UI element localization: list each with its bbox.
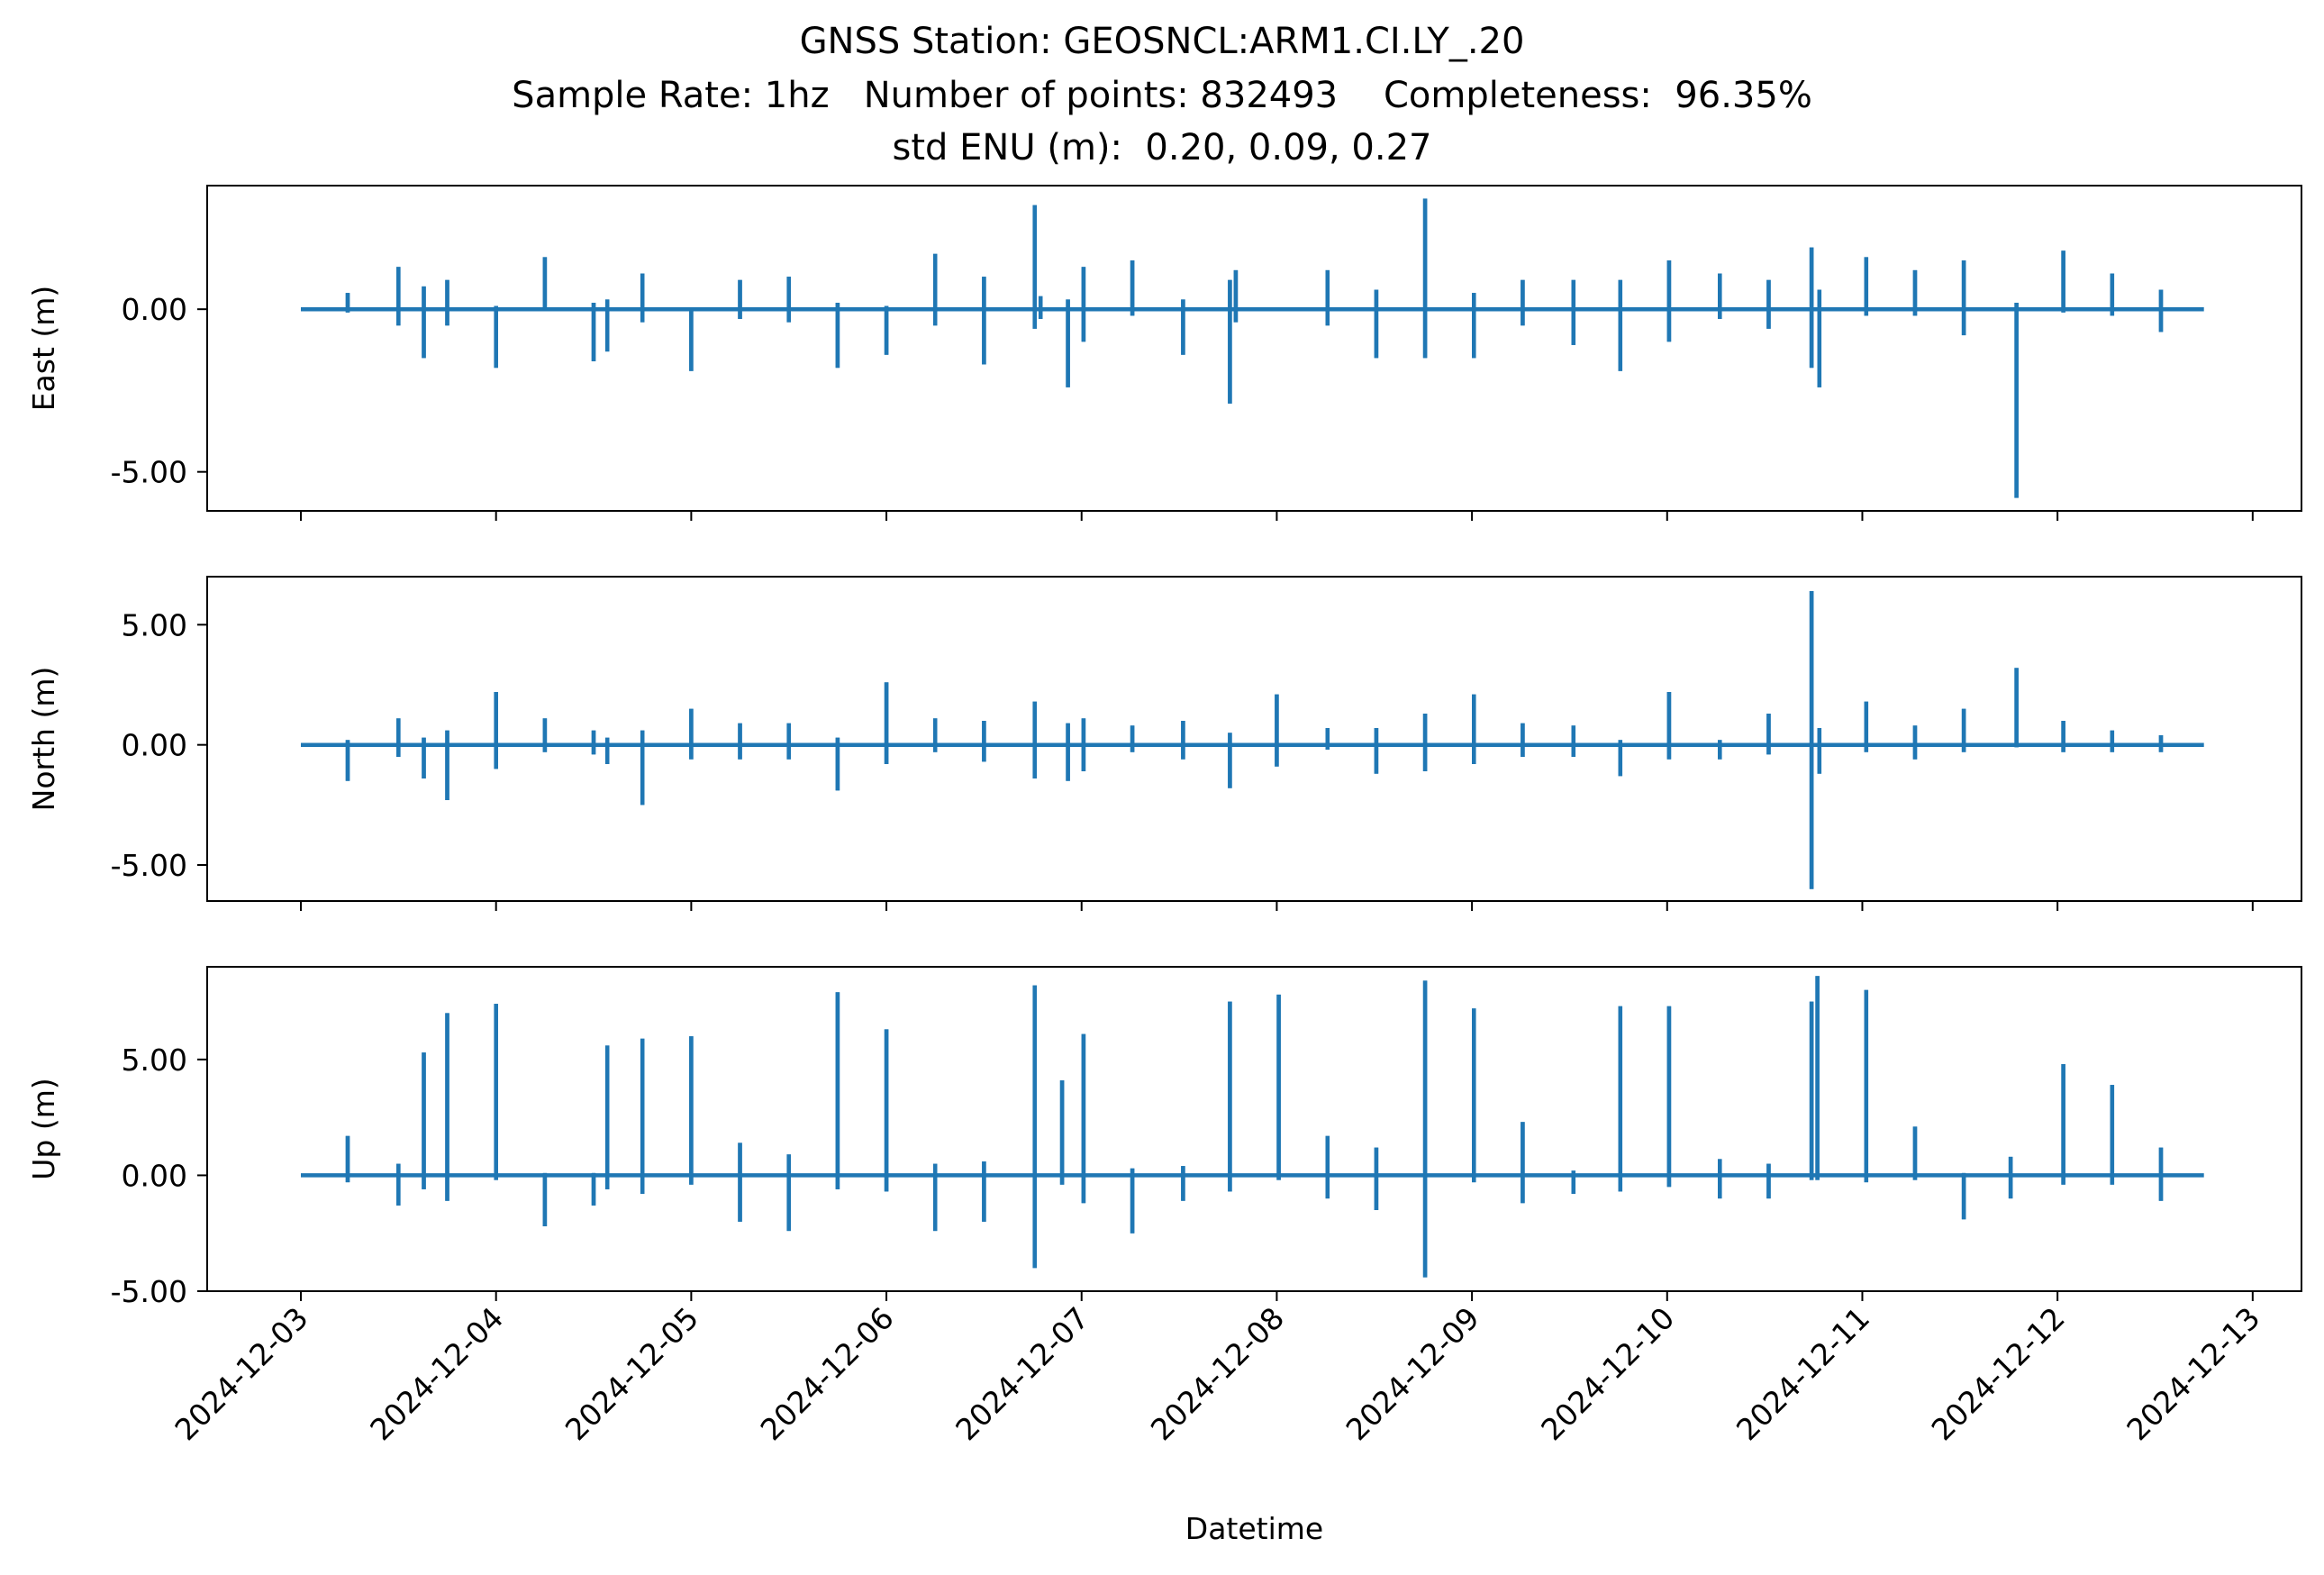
y-tick-label: 0.00 — [122, 292, 187, 327]
chart-title-line-3: std ENU (m): 0.20, 0.09, 0.27 — [892, 127, 1432, 168]
y-tick-label: 0.00 — [122, 1158, 187, 1193]
series-line-north — [301, 591, 2204, 889]
y-tick-label: -5.00 — [111, 1274, 187, 1309]
panel-up: 5.00 0.00 -5.00 Up (m) — [26, 966, 2302, 1309]
x-tick-label: 2024-12-07 — [949, 1300, 1095, 1447]
axes-frame — [206, 185, 2302, 512]
chart-title-line-1: GNSS Station: GEOSNCL:ARM1.CI.LY_.20 — [799, 21, 1525, 62]
x-axis-label: Datetime — [1185, 1511, 1323, 1546]
x-tick-label: 2024-12-04 — [363, 1300, 510, 1447]
y-tick-label: -5.00 — [111, 848, 187, 883]
x-tick-label: 2024-12-11 — [1729, 1300, 1876, 1447]
y-tick-label: 5.00 — [122, 607, 187, 642]
x-tick-label: 2024-12-10 — [1534, 1300, 1681, 1447]
x-tick-label: 2024-12-09 — [1339, 1300, 1486, 1447]
axes-frame — [206, 576, 2302, 902]
y-tick-label: -5.00 — [111, 455, 187, 490]
y-axis-label: North (m) — [26, 667, 61, 812]
chart-title-line-2: Sample Rate: 1hz Number of points: 83249… — [512, 75, 1812, 116]
y-axis-label: East (m) — [26, 286, 61, 412]
axes-frame — [206, 966, 2302, 1292]
x-tick-label: 2024-12-12 — [1925, 1300, 2072, 1447]
y-axis-label: Up (m) — [26, 1078, 61, 1180]
panel-east: 0.00 -5.00 East (m) — [26, 185, 2302, 521]
series-line-east — [301, 198, 2204, 498]
series-line-up — [301, 976, 2204, 1278]
x-tick-label: 2024-12-13 — [2120, 1300, 2266, 1447]
x-axis: 2024-12-03 2024-12-04 2024-12-05 2024-12-06… — [168, 1300, 2266, 1546]
x-tick-label: 2024-12-03 — [168, 1300, 314, 1447]
x-tick-label: 2024-12-08 — [1144, 1300, 1291, 1447]
x-tick-label: 2024-12-05 — [558, 1300, 705, 1447]
panel-north: 5.00 0.00 -5.00 North (m) — [26, 576, 2302, 911]
y-tick-label: 0.00 — [122, 728, 187, 763]
y-tick-label: 5.00 — [122, 1042, 187, 1078]
x-tick-label: 2024-12-06 — [754, 1300, 901, 1447]
